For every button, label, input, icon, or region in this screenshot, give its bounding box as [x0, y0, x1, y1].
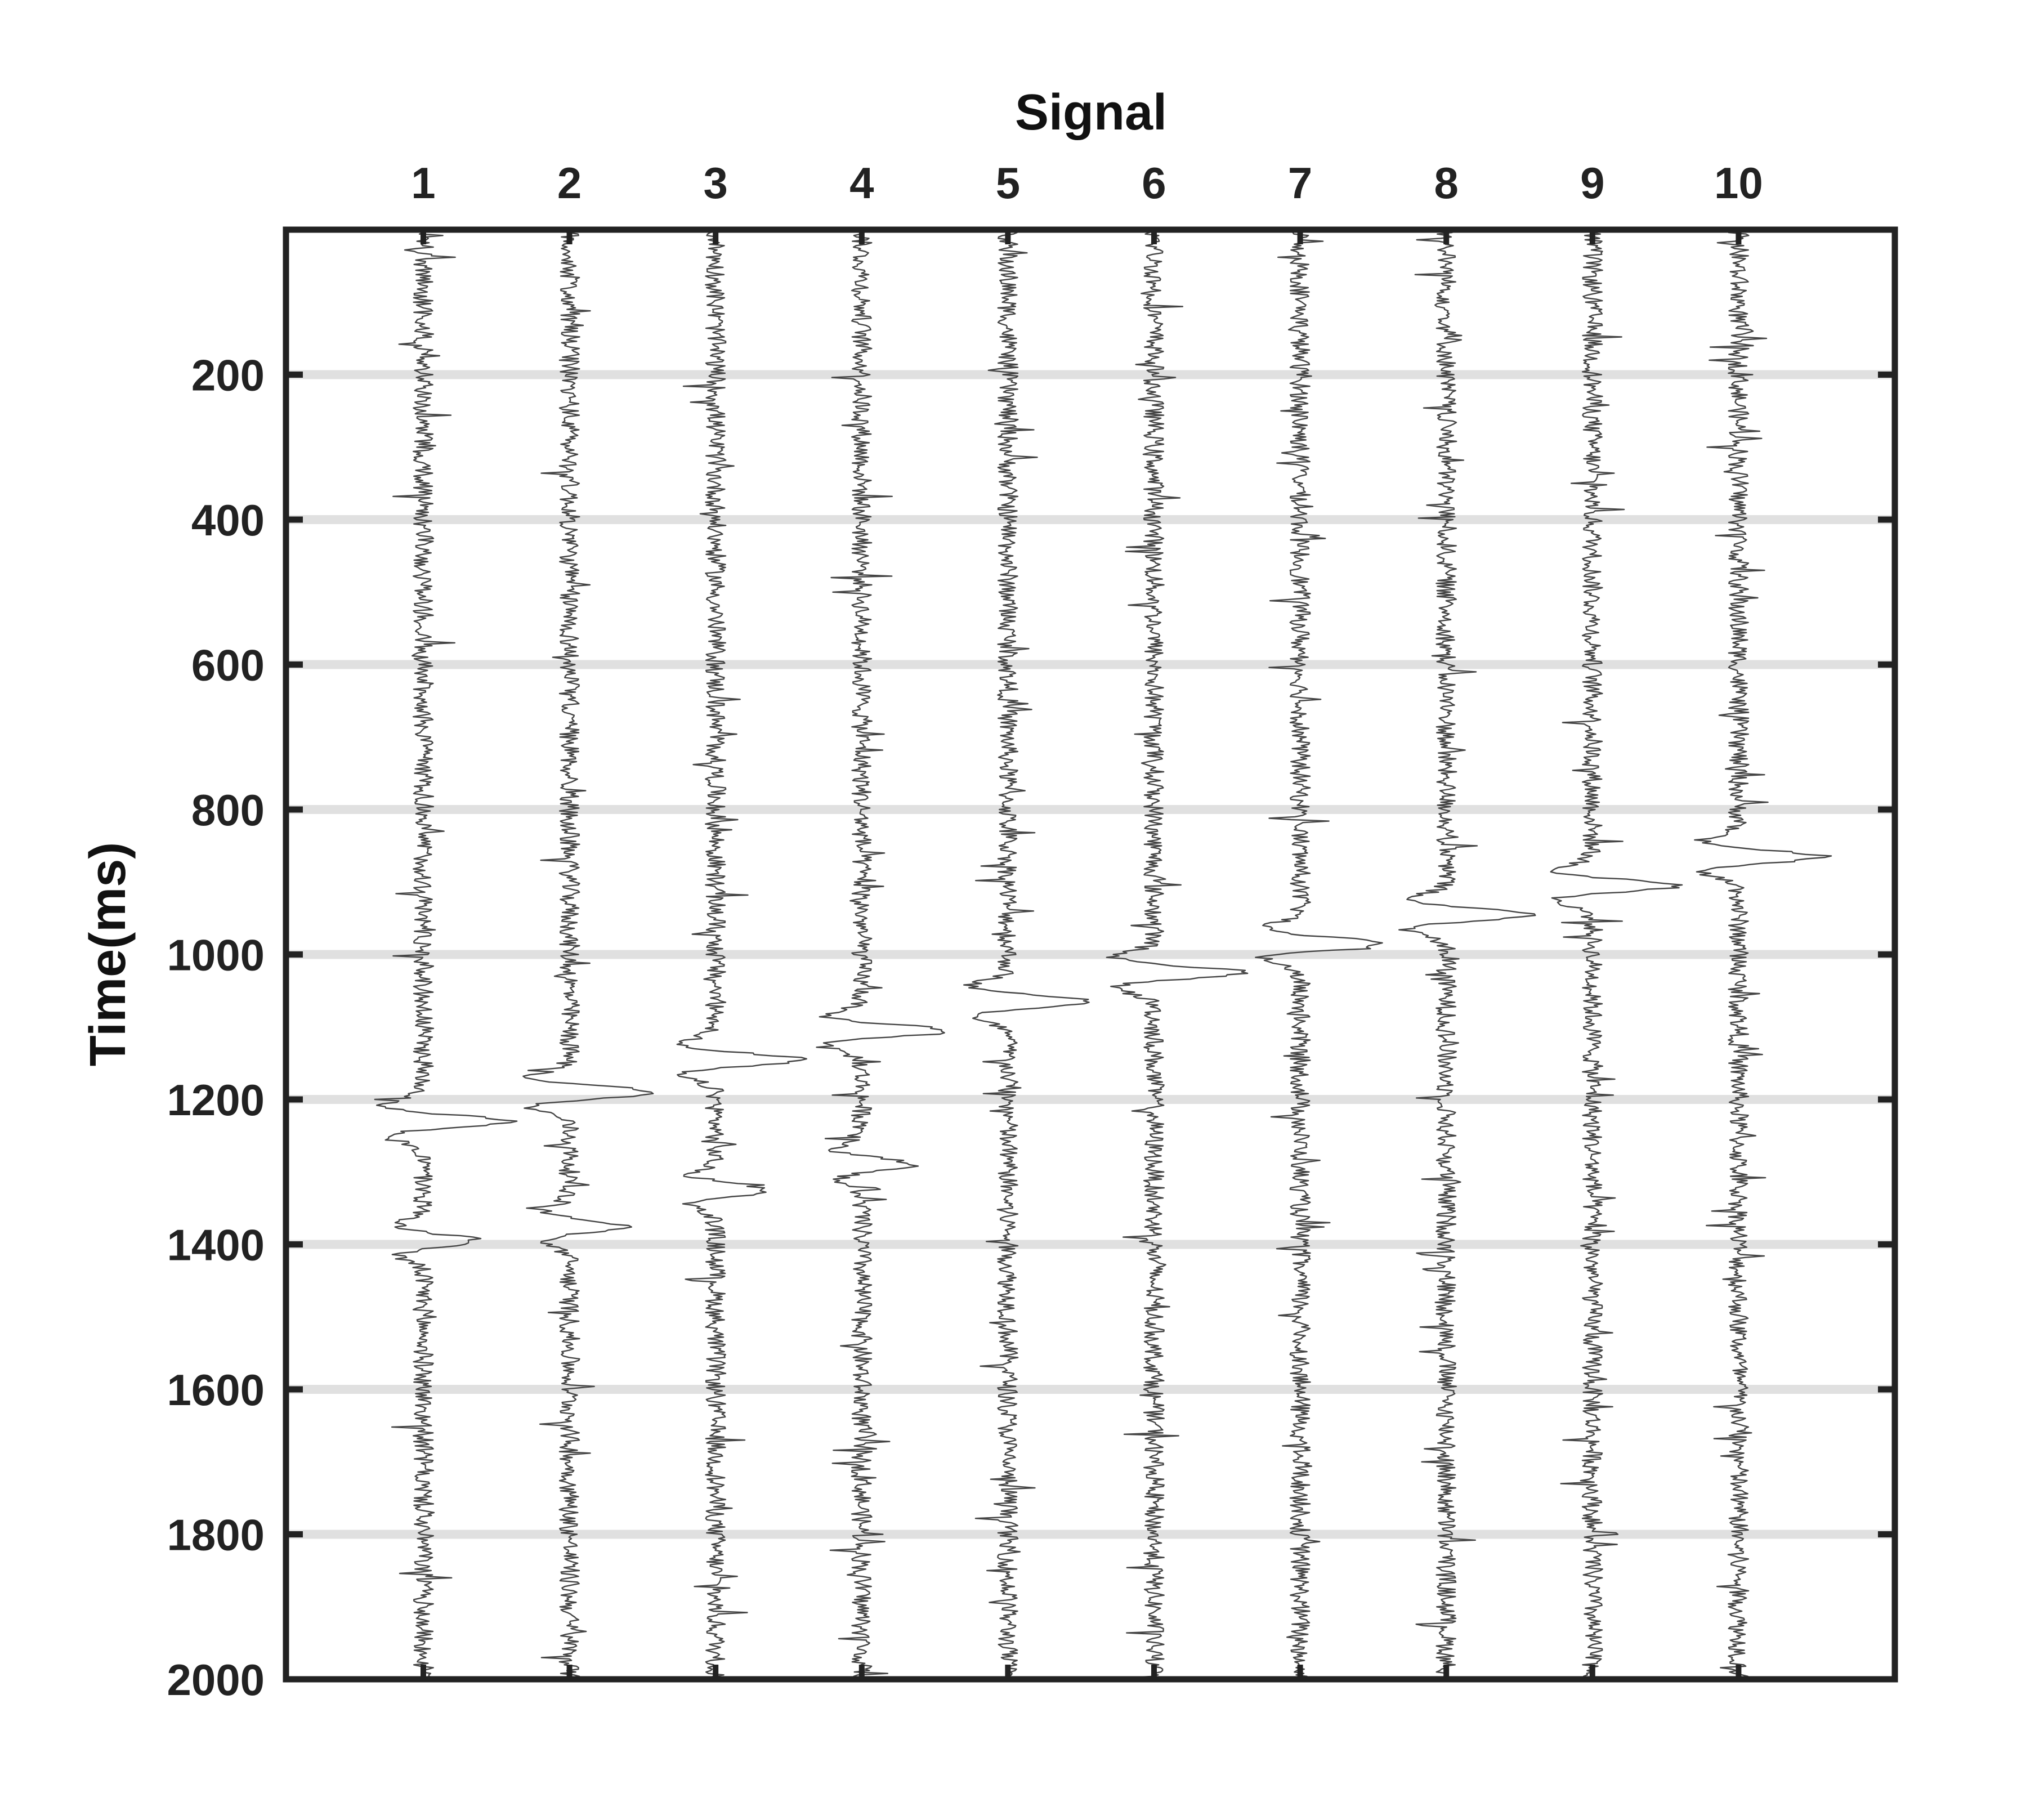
trace-10 [1694, 230, 1832, 1679]
x-tick-label-1: 2 [557, 158, 582, 208]
x-tick-label-5: 6 [1142, 158, 1166, 208]
x-tick-label-8: 9 [1580, 158, 1604, 208]
x-tick-labels: 1 2 3 4 5 6 7 8 9 10 [411, 158, 1763, 208]
y-tick-label-8: 1800 [167, 1510, 265, 1560]
y-tick-label-5: 1200 [167, 1075, 265, 1125]
axis-ticks [286, 230, 1895, 1683]
y-tick-label-7: 1600 [167, 1365, 265, 1415]
traces [374, 230, 1832, 1679]
trace-2 [522, 230, 654, 1679]
x-tick-label-7: 8 [1434, 158, 1459, 208]
x-axis-title: Signal [1015, 84, 1167, 141]
trace-4 [816, 230, 945, 1679]
trace-8 [1398, 230, 1536, 1679]
y-tick-label-6: 1400 [167, 1220, 265, 1270]
y-tick-label-2: 600 [191, 641, 265, 690]
y-tick-label-4: 1000 [167, 931, 265, 980]
trace-6 [1106, 230, 1249, 1679]
y-tick-label-1: 400 [191, 495, 265, 545]
grid [286, 370, 1895, 1539]
y-tick-labels: 200 400 600 800 1000 1200 1400 1600 1800 2000 [167, 351, 265, 1705]
trace-9 [1550, 230, 1683, 1679]
trace-5 [963, 230, 1090, 1679]
trace-7 [1255, 231, 1383, 1679]
x-tick-label-4: 5 [996, 158, 1020, 208]
x-tick-label-3: 4 [849, 158, 874, 208]
x-tick-label-2: 3 [704, 158, 728, 208]
y-tick-label-3: 800 [191, 785, 265, 835]
trace-3 [676, 230, 808, 1679]
x-tick-label-0: 1 [411, 158, 435, 208]
trace-1 [374, 231, 518, 1679]
y-axis-title: Time(ms) [80, 842, 136, 1066]
y-tick-label-0: 200 [191, 351, 265, 400]
x-tick-label-6: 7 [1288, 158, 1312, 208]
y-tick-label-9: 2000 [167, 1655, 265, 1705]
x-tick-label-9: 10 [1714, 158, 1763, 208]
